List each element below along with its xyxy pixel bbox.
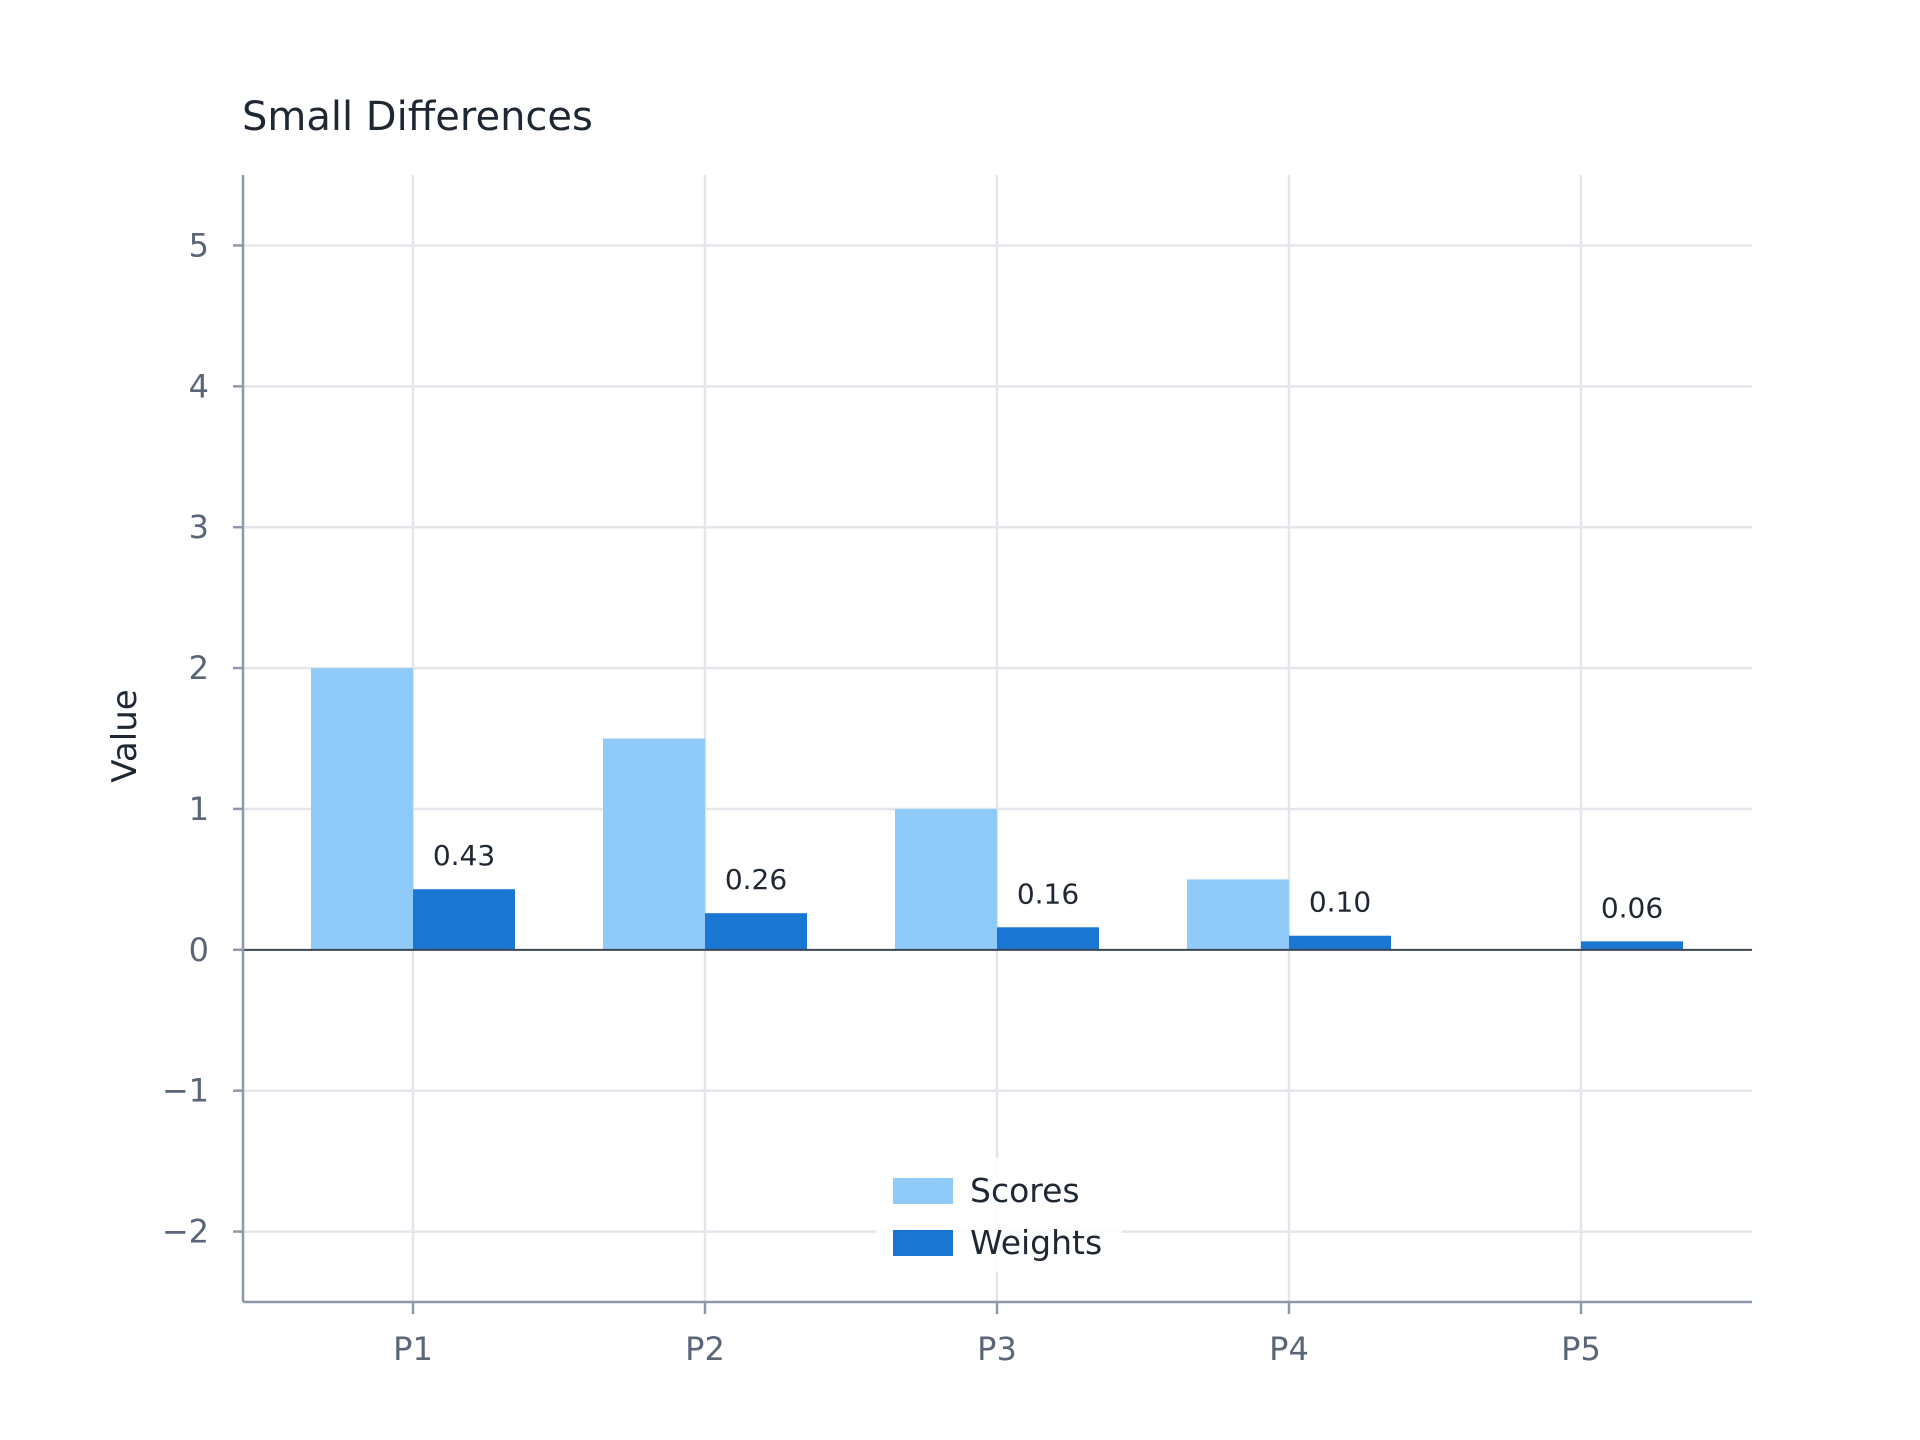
axes: −2 −1 0 1 2 3 4 5 P1 P2 P3 P4 P5 (162, 175, 1752, 1368)
bar-scores-p1 (311, 668, 413, 950)
legend-label-scores: Scores (970, 1171, 1080, 1210)
legend-label-weights: Weights (970, 1223, 1102, 1262)
bars (311, 668, 1683, 950)
data-labels: 0.43 0.26 0.16 0.10 0.06 (433, 839, 1663, 924)
data-label: 0.06 (1601, 891, 1663, 924)
x-tick-label: P1 (393, 1330, 433, 1368)
bar-weights-p2 (705, 913, 807, 950)
grid (243, 175, 1752, 1302)
bar-scores-p3 (895, 808, 997, 950)
y-tick-label: 2 (189, 649, 209, 687)
y-axis-label: Value (105, 689, 145, 782)
data-label: 0.26 (725, 863, 787, 896)
legend-swatch-scores (893, 1178, 953, 1204)
y-tick-label: 3 (189, 508, 209, 546)
bar-weights-p1 (413, 889, 515, 950)
x-tick-label: P5 (1561, 1330, 1601, 1368)
y-tick-label: 0 (189, 931, 209, 969)
bar-scores-p4 (1187, 879, 1289, 950)
data-label: 0.10 (1309, 886, 1371, 919)
bar-weights-p3 (997, 927, 1099, 950)
bar-weights-p5 (1581, 941, 1683, 950)
y-tick-label: 5 (189, 226, 209, 264)
data-label: 0.16 (1017, 877, 1079, 910)
bar-scores-p2 (603, 738, 705, 950)
x-tick-label: P4 (1269, 1330, 1309, 1368)
legend: Scores Weights (876, 1158, 1122, 1272)
x-tick-label: P3 (977, 1330, 1017, 1368)
bar-weights-p4 (1289, 935, 1391, 950)
x-tick-label: P2 (685, 1330, 725, 1368)
chart-title: Small Differences (242, 94, 593, 140)
y-tick-label: −2 (162, 1213, 209, 1251)
y-tick-label: 1 (189, 790, 209, 828)
data-label: 0.43 (433, 839, 495, 872)
y-tick-label: −1 (162, 1072, 209, 1110)
legend-swatch-weights (893, 1230, 953, 1256)
y-tick-label: 4 (189, 367, 209, 405)
